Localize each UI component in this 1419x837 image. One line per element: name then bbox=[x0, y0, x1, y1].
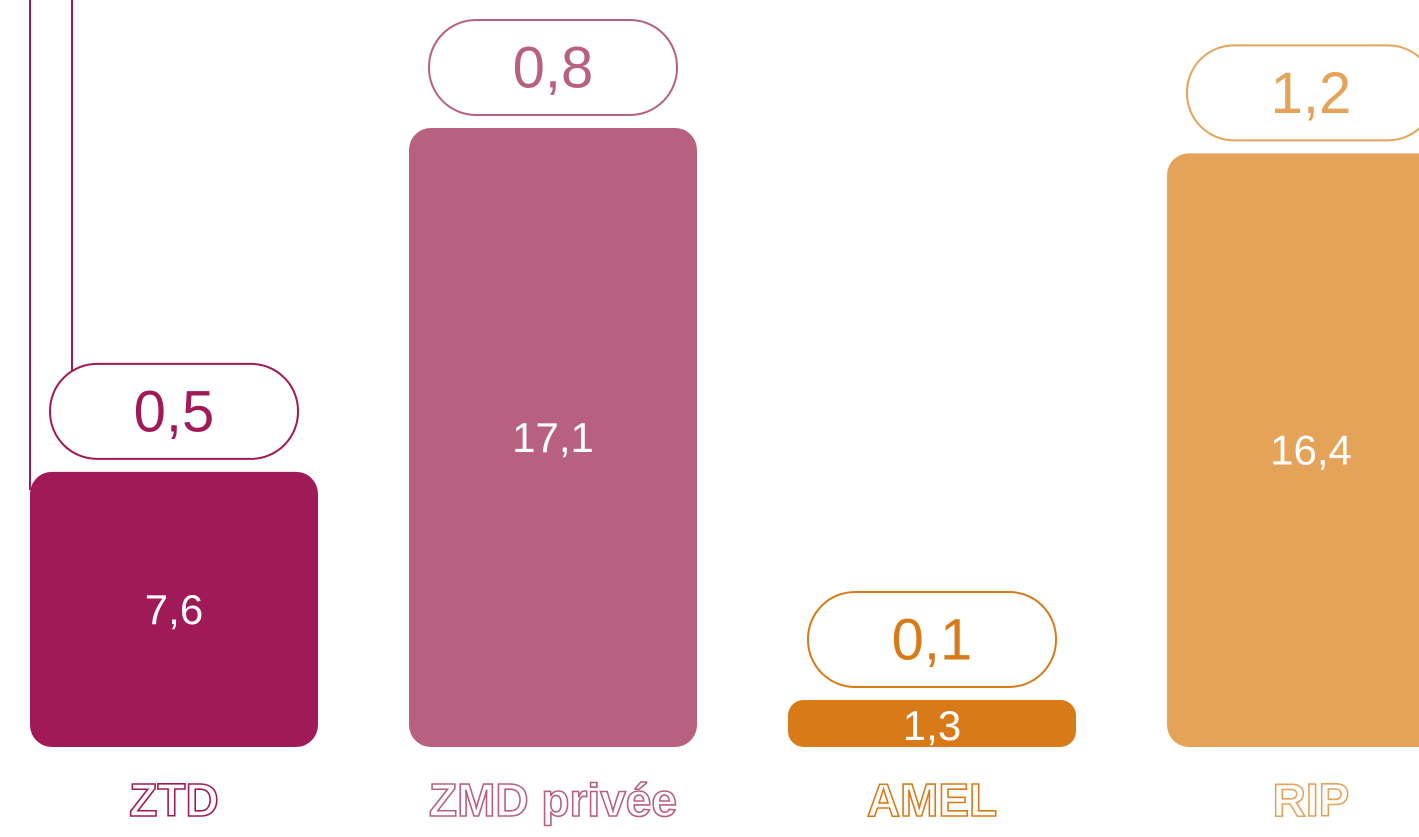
pill-label: 0,1 bbox=[892, 607, 973, 672]
x-tick-label: AMEL bbox=[867, 774, 997, 826]
pill-label: 1,2 bbox=[1271, 61, 1352, 126]
bar bbox=[30, 471, 318, 747]
x-tick-label: ZMD privée bbox=[429, 774, 677, 826]
bar bbox=[788, 699, 1076, 747]
pill-label: 0,8 bbox=[513, 35, 594, 100]
pill bbox=[1186, 44, 1419, 142]
pill bbox=[807, 590, 1057, 688]
bar-value-label: 16,4 bbox=[1270, 427, 1352, 474]
x-tick-label: RIP bbox=[1273, 774, 1350, 826]
pill bbox=[428, 18, 678, 116]
bar bbox=[1167, 153, 1419, 747]
bar-value-label: 7,6 bbox=[145, 586, 203, 633]
pill bbox=[49, 362, 299, 460]
bar-value-label: 17,1 bbox=[512, 414, 594, 461]
x-tick-label: ZTD bbox=[129, 774, 218, 826]
bar bbox=[409, 127, 697, 748]
bar-value-label: 1,3 bbox=[903, 702, 961, 749]
pill-label: 0,5 bbox=[134, 379, 215, 444]
bracket-line bbox=[29, 0, 73, 490]
